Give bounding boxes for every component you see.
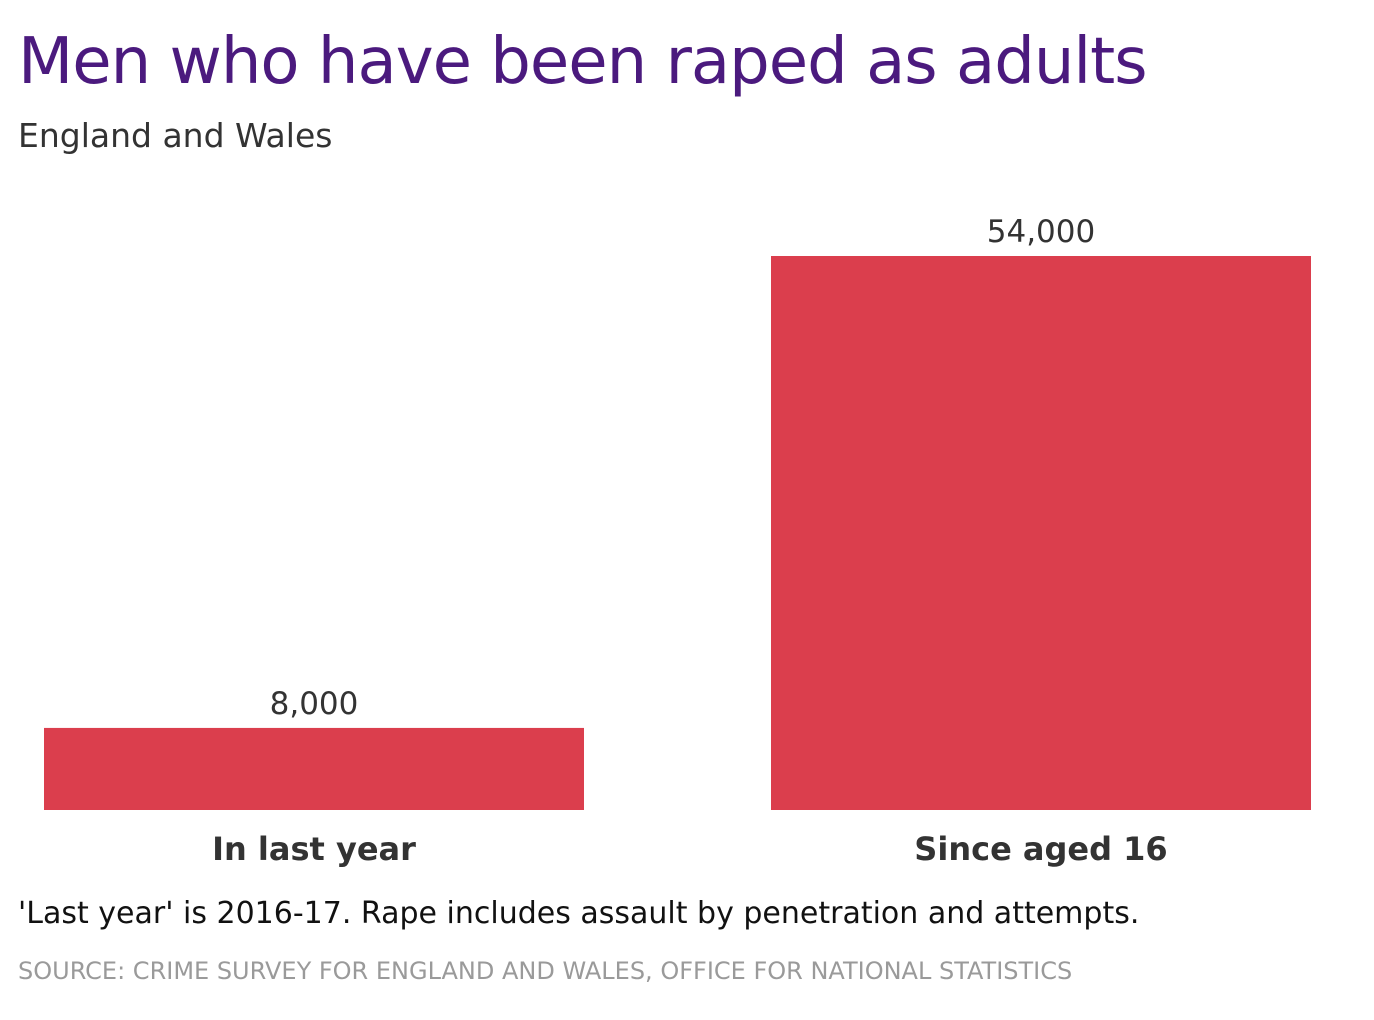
bar-1	[771, 256, 1311, 810]
chart-subtitle: England and Wales	[18, 116, 333, 155]
bar-value-label: 8,000	[270, 686, 359, 722]
footnote: 'Last year' is 2016-17. Rape includes as…	[18, 896, 1140, 931]
chart-title: Men who have been raped as adults	[18, 25, 1148, 99]
category-label: In last year	[212, 830, 416, 868]
source-credit: SOURCE: CRIME SURVEY FOR ENGLAND AND WAL…	[18, 957, 1073, 985]
bar-0	[44, 727, 584, 810]
category-label: Since aged 16	[914, 830, 1167, 868]
bar-value-label: 54,000	[987, 214, 1095, 250]
